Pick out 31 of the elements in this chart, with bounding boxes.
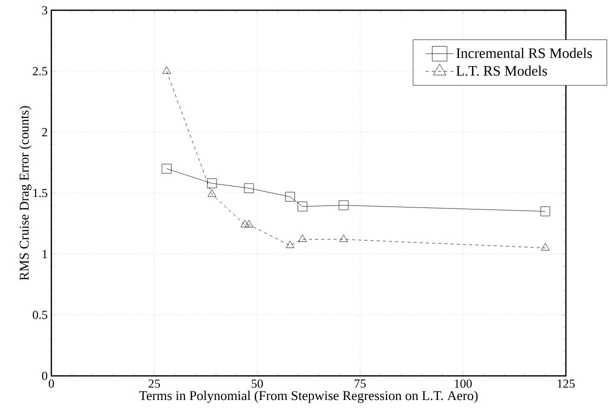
point (244, 183, 254, 194)
legend-label: L.T. RS Models (456, 66, 547, 76)
x-tick-label: 25 (148, 380, 160, 388)
point (298, 202, 308, 212)
point (338, 200, 348, 210)
point (540, 206, 550, 216)
legend-label: Incremental RS Models (456, 48, 592, 58)
point (208, 189, 216, 197)
x-tick-label: 125 (558, 380, 575, 388)
point (286, 240, 294, 248)
y-tick-label: 0.5 (32, 310, 48, 320)
y-tick-label: 2 (42, 128, 48, 136)
point (541, 243, 550, 250)
y-tick-label: 1 (42, 250, 47, 258)
y-tick-label: 3 (42, 6, 48, 14)
x-tick-label: 100 (454, 380, 472, 388)
point (244, 220, 254, 228)
point (285, 192, 295, 202)
x-tick-label: 0 (48, 380, 54, 388)
point (298, 234, 307, 242)
point (207, 178, 217, 188)
y-tick-label: 1.5 (33, 188, 48, 198)
point (240, 220, 250, 228)
y-axis-title: RMS Cruise Drag Error (counts) (19, 106, 32, 280)
x-axis-title: Terms in Polynomial (From Stepwise Regression on L.T. Aero) (139, 390, 478, 403)
point (162, 164, 172, 174)
y-tick-label: 0 (42, 372, 48, 380)
y-tick-label: 2.5 (32, 67, 48, 76)
x-tick-label: 50 (252, 380, 263, 388)
point (339, 234, 348, 242)
x-tick-label: 75 (354, 380, 366, 388)
